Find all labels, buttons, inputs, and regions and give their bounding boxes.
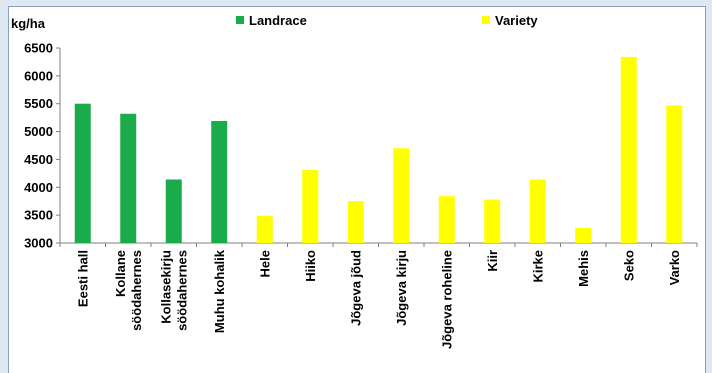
legend-label: Variety [495, 13, 538, 28]
y-tick-label: 3500 [24, 208, 53, 223]
y-tick-label: 3000 [24, 236, 53, 251]
y-tick-label: 4000 [24, 180, 53, 195]
legend-item-variety: Variety [482, 13, 538, 28]
x-tick-label-line: Kollasekirju [158, 250, 173, 324]
y-tick-label: 6000 [24, 68, 53, 83]
y-tick-label: 5500 [24, 96, 53, 111]
legend-swatch [236, 16, 244, 24]
x-tick-label-line: söödahernes [129, 250, 144, 331]
x-tick-label-line: söödahernes [174, 250, 189, 331]
bar-hiiko [302, 170, 319, 243]
x-axis [59, 242, 698, 247]
x-tick-label: Hele [257, 250, 272, 277]
bar-mehis [575, 227, 592, 243]
bar-jõgeva-kirju [393, 148, 410, 243]
x-tick-label: Kirke [530, 250, 545, 283]
bar-muhu-kohalik [211, 120, 228, 243]
y-tick-label: 6500 [24, 41, 53, 56]
x-tick-label-line: Jõgeva roheline [439, 250, 454, 349]
bar-seko [620, 56, 637, 243]
x-tick-label: Jõgeva roheline [439, 250, 454, 349]
x-tick-label: Muhu kohalik [212, 249, 227, 333]
x-tick-label: Mehis [576, 250, 591, 287]
y-axis: 3000 3500 4000 4500 5000 5500 6000 6500 [24, 41, 61, 251]
bar-eesti-hall [74, 103, 91, 243]
x-tick-label: Seko [621, 250, 636, 281]
x-tick-label: Eesti hall [75, 250, 90, 307]
x-tick-label-line: Varko [667, 250, 682, 285]
x-tick-label-line: Hiiko [303, 250, 318, 282]
y-tick-label: 4500 [24, 152, 53, 167]
x-tick-label-line: Jõgeva kirju [394, 250, 409, 326]
x-tick-label: Kollasekirju söödahernes [158, 250, 189, 331]
bar-kollasekirju-söödahernes [165, 179, 182, 243]
x-tick-labels: Eesti hall Kollane söödahernes Kollasekirju… [75, 249, 682, 349]
x-tick-label: Kiir [485, 250, 500, 272]
x-tick-label-line: Kirke [530, 250, 545, 283]
y-axis-unit-label: kg/ha [11, 16, 46, 31]
x-tick-label-line: Kiir [485, 250, 500, 272]
x-tick-label: Hiiko [303, 250, 318, 282]
bar-kirke [529, 179, 546, 243]
x-tick-label-line: Muhu kohalik [212, 249, 227, 333]
bar-jõgeva-roheline [438, 196, 455, 243]
x-tick-label-line: Seko [621, 250, 636, 281]
x-tick-label: Varko [667, 250, 682, 285]
bars [74, 56, 683, 243]
legend-swatch [482, 16, 490, 24]
legend-label: Landrace [249, 13, 307, 28]
x-tick-label: Kollane söödahernes [113, 250, 144, 331]
bar-jõgeva-jõud [347, 201, 364, 243]
x-tick-label-line: Jõgeva jõud [348, 250, 363, 326]
bar-hele [256, 215, 273, 243]
y-tick-label: 5000 [24, 124, 53, 139]
x-tick-label: Jõgeva jõud [348, 250, 363, 326]
bar-kollane-söödahernes [120, 113, 137, 243]
x-tick-label-line: Hele [257, 250, 272, 277]
bar-varko [666, 105, 683, 243]
x-tick-label-line: Kollane [113, 250, 128, 297]
bar-kiir [484, 199, 501, 243]
x-tick-label-line: Mehis [576, 250, 591, 287]
legend: Landrace Variety [236, 13, 538, 28]
legend-item-landrace: Landrace [236, 13, 307, 28]
x-tick-label: Jõgeva kirju [394, 250, 409, 326]
x-tick-label-line: Eesti hall [75, 250, 90, 307]
